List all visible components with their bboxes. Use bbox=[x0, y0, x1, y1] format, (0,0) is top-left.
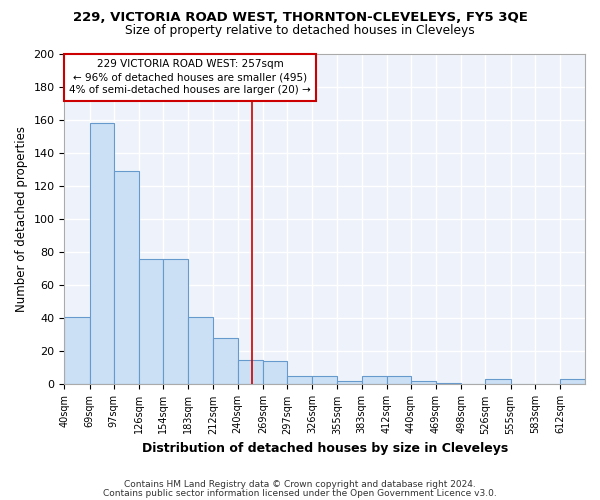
Bar bbox=[411, 381, 436, 384]
Text: Contains HM Land Registry data © Crown copyright and database right 2024.: Contains HM Land Registry data © Crown c… bbox=[124, 480, 476, 489]
Bar bbox=[560, 380, 585, 384]
Bar bbox=[436, 383, 461, 384]
Text: 229 VICTORIA ROAD WEST: 257sqm
← 96% of detached houses are smaller (495)
4% of : 229 VICTORIA ROAD WEST: 257sqm ← 96% of … bbox=[69, 59, 311, 96]
Bar bbox=[263, 362, 287, 384]
Text: Size of property relative to detached houses in Cleveleys: Size of property relative to detached ho… bbox=[125, 24, 475, 37]
Bar bbox=[64, 316, 89, 384]
Bar bbox=[114, 172, 139, 384]
Bar bbox=[312, 376, 337, 384]
Bar bbox=[386, 376, 411, 384]
X-axis label: Distribution of detached houses by size in Cleveleys: Distribution of detached houses by size … bbox=[142, 442, 508, 455]
Bar bbox=[163, 259, 188, 384]
Text: Contains public sector information licensed under the Open Government Licence v3: Contains public sector information licen… bbox=[103, 489, 497, 498]
Bar bbox=[485, 380, 511, 384]
Bar bbox=[214, 338, 238, 384]
Y-axis label: Number of detached properties: Number of detached properties bbox=[15, 126, 28, 312]
Bar bbox=[337, 381, 362, 384]
Bar bbox=[188, 316, 214, 384]
Bar bbox=[362, 376, 386, 384]
Bar bbox=[139, 259, 163, 384]
Bar bbox=[238, 360, 263, 384]
Bar bbox=[89, 124, 114, 384]
Bar bbox=[287, 376, 312, 384]
Text: 229, VICTORIA ROAD WEST, THORNTON-CLEVELEYS, FY5 3QE: 229, VICTORIA ROAD WEST, THORNTON-CLEVEL… bbox=[73, 11, 527, 24]
